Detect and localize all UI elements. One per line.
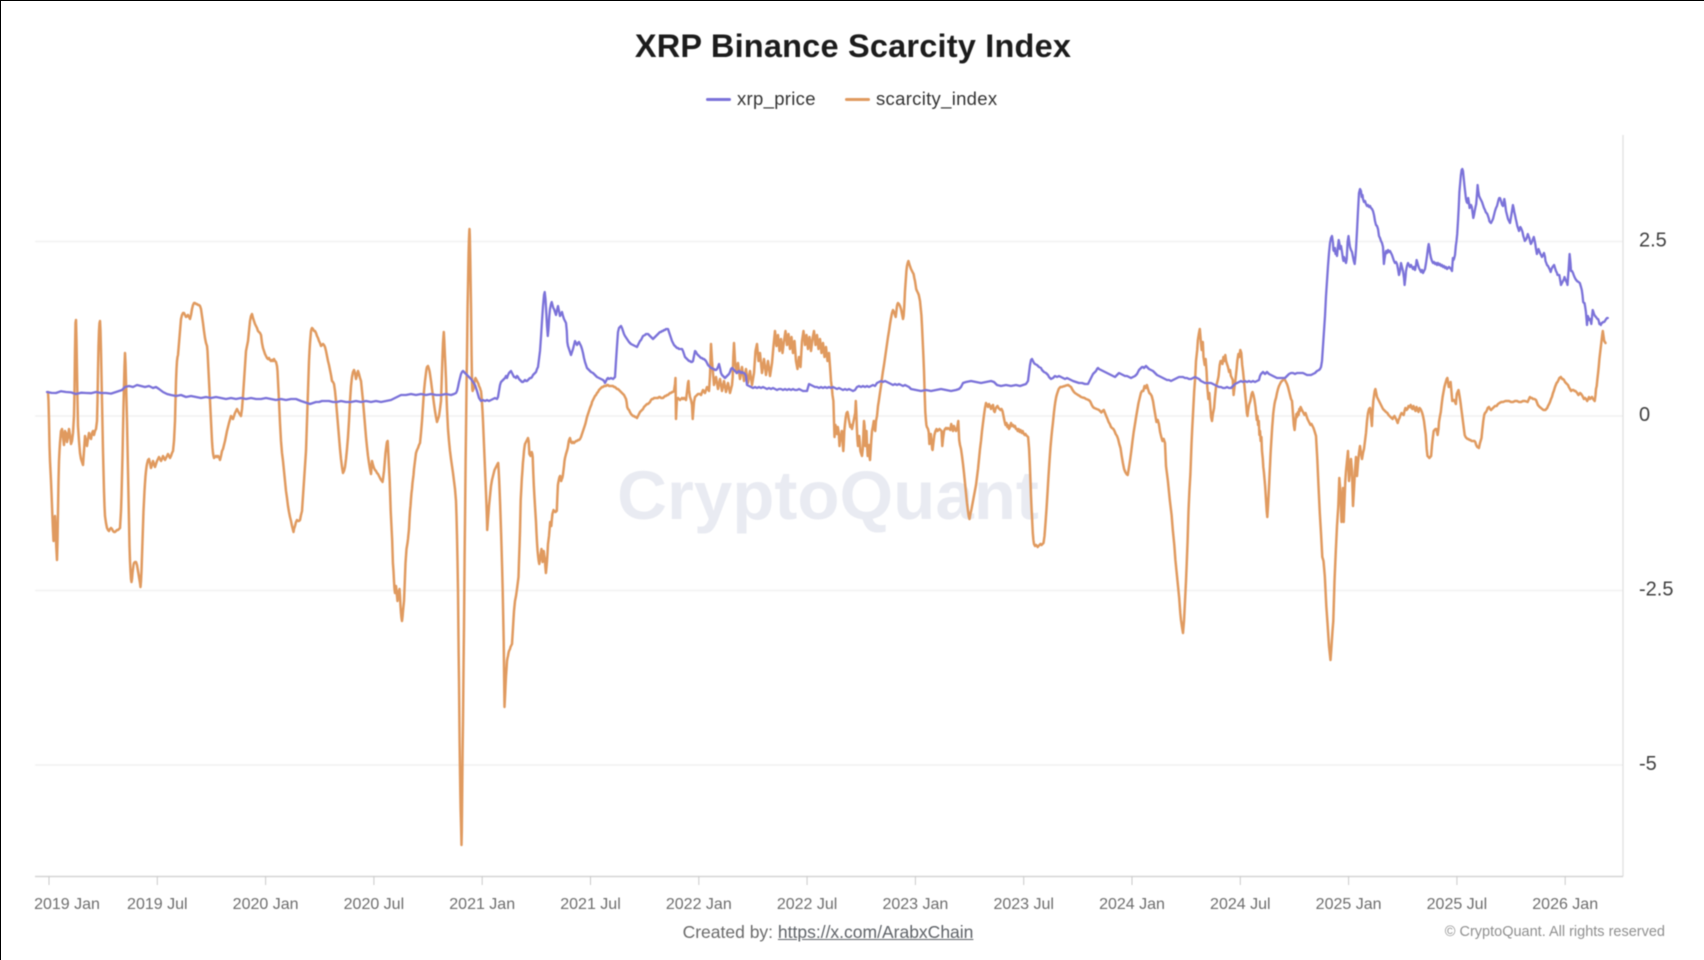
svg-text:2023 Jan: 2023 Jan (882, 896, 948, 913)
svg-text:2025 Jul: 2025 Jul (1427, 896, 1488, 913)
svg-text:2020 Jul: 2020 Jul (344, 896, 405, 913)
svg-text:2019 Jan: 2019 Jan (34, 896, 100, 913)
svg-text:2025 Jan: 2025 Jan (1316, 896, 1382, 913)
svg-text:-5: -5 (1639, 753, 1657, 775)
svg-text:2022 Jul: 2022 Jul (777, 896, 838, 913)
svg-text:-2.5: -2.5 (1639, 579, 1673, 601)
svg-text:0: 0 (1639, 404, 1650, 426)
svg-text:2024 Jul: 2024 Jul (1210, 896, 1271, 913)
svg-text:2020 Jan: 2020 Jan (233, 896, 299, 913)
svg-text:2026 Jan: 2026 Jan (1532, 896, 1598, 913)
svg-text:2021 Jan: 2021 Jan (449, 896, 515, 913)
svg-text:2024 Jan: 2024 Jan (1099, 896, 1165, 913)
svg-text:2.5: 2.5 (1639, 230, 1667, 252)
svg-text:2022 Jan: 2022 Jan (666, 896, 732, 913)
svg-text:2023 Jul: 2023 Jul (993, 896, 1054, 913)
svg-text:2021 Jul: 2021 Jul (560, 896, 621, 913)
svg-text:2019 Jul: 2019 Jul (127, 896, 188, 913)
